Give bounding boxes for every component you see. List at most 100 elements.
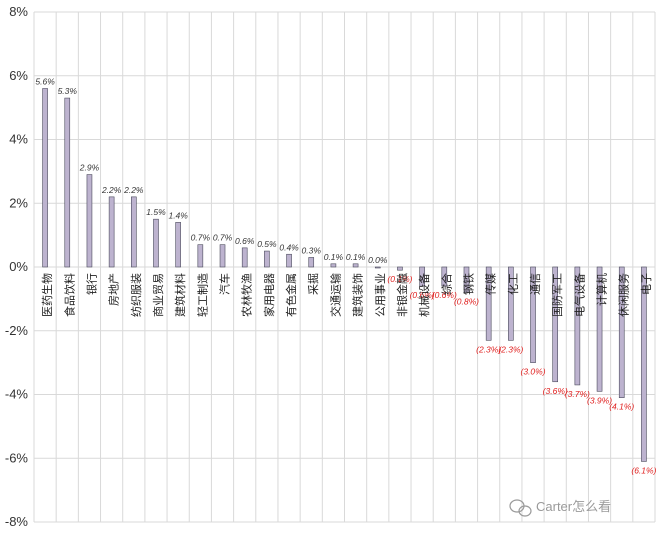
- category-label: 传媒: [485, 273, 498, 295]
- bar: [352, 263, 359, 268]
- category-label: 非银金融: [395, 273, 409, 317]
- data-label: (6.1%): [631, 465, 656, 475]
- category-label: 综合: [439, 273, 453, 295]
- data-label: (2.3%): [476, 344, 501, 354]
- category-label: 电子: [640, 273, 653, 295]
- category-label: 医药生物: [40, 273, 54, 317]
- bar: [530, 266, 536, 363]
- data-label: 0.4%: [279, 242, 299, 252]
- watermark-text: Carter怎么看: [536, 499, 611, 514]
- category-label: 纺织服装: [129, 273, 143, 317]
- wechat-icon: [509, 499, 532, 517]
- data-label: 2.2%: [123, 185, 144, 195]
- category-label: 建筑材料: [173, 273, 187, 317]
- category-label: 农林牧渔: [240, 273, 254, 317]
- data-label: 0.5%: [257, 239, 277, 249]
- data-label: 0.7%: [191, 233, 211, 243]
- category-label: 家用电器: [262, 273, 276, 317]
- data-label: (3.7%): [565, 389, 590, 399]
- bar: [441, 266, 448, 287]
- data-label: (3.9%): [587, 395, 612, 405]
- y-tick-label: 8%: [9, 4, 28, 19]
- y-tick-label: -8%: [5, 514, 29, 529]
- data-label: (2.3%): [498, 344, 523, 354]
- bar: [219, 244, 226, 268]
- bar: [641, 266, 647, 462]
- category-label: 有色金属: [284, 273, 298, 317]
- category-label: 电气设备: [572, 273, 586, 317]
- bar: [241, 247, 248, 268]
- category-label: 汽车: [218, 273, 232, 295]
- y-tick-label: 2%: [9, 195, 28, 210]
- bar: [153, 218, 159, 268]
- data-label: (0.8%): [454, 297, 479, 307]
- bar: [419, 266, 425, 287]
- category-label: 休闲服务: [617, 273, 631, 317]
- bar: [596, 266, 603, 392]
- data-label: (0.6%): [432, 290, 457, 300]
- category-label: 建筑装饰: [351, 273, 365, 317]
- bar: [286, 253, 292, 268]
- gridlines: [33, 11, 656, 523]
- y-tick-label: 0%: [9, 259, 28, 274]
- data-label: 5.3%: [58, 86, 78, 96]
- bars: [42, 88, 647, 462]
- bar: [508, 266, 514, 341]
- data-label: (3.0%): [520, 367, 545, 377]
- bar: [86, 174, 93, 268]
- y-tick-label: -2%: [5, 323, 29, 338]
- bar: [574, 266, 581, 386]
- category-label: 轻工制造: [195, 273, 209, 317]
- category-label: 食品饮料: [62, 273, 76, 317]
- watermark: Carter怎么看: [509, 499, 611, 517]
- data-label: 2.9%: [79, 163, 100, 173]
- bar: [618, 266, 625, 398]
- bar: [175, 222, 181, 268]
- category-label: 交通运输: [328, 273, 342, 317]
- bar: [131, 196, 137, 268]
- data-label: 2.2%: [101, 185, 122, 195]
- data-label: (4.1%): [609, 402, 634, 412]
- category-label: 通信: [529, 273, 542, 295]
- category-label: 公用事业: [374, 273, 387, 317]
- category-labels: 医药生物 食品饮料 银行 房地产 纺织服装 商业贸易 建筑材料 轻工制造 汽车 农林牧渔 家用电器有…: [40, 273, 653, 317]
- category-label: 国防军工: [550, 273, 564, 317]
- bar: [374, 266, 381, 269]
- data-label: 1.4%: [168, 210, 188, 220]
- category-label: 商业贸易: [151, 273, 165, 317]
- y-axis-ticks: -8% -6% -4% -2% 0% 2% 4% 6% 8%: [5, 4, 29, 529]
- y-tick-label: 4%: [9, 132, 28, 147]
- bar: [264, 250, 270, 268]
- bar: [64, 97, 71, 268]
- data-labels: 5.6%5.3%2.9%2.2% 2.2%1.5% 1.4%0.7% 0.7% 0.6%…: [35, 77, 656, 476]
- y-tick-label: -4%: [5, 387, 29, 402]
- data-label: 0.6%: [235, 236, 255, 246]
- data-label: (3.6%): [543, 386, 568, 396]
- bar: [308, 257, 315, 268]
- bar: [485, 266, 492, 341]
- category-label: 银行: [84, 273, 98, 295]
- data-label: 5.6%: [35, 77, 55, 87]
- data-label: 0.7%: [213, 233, 233, 243]
- bar: [330, 263, 337, 268]
- category-label: 房地产: [107, 273, 121, 306]
- bar: [552, 266, 558, 383]
- bar: [463, 266, 470, 293]
- y-tick-label: -6%: [5, 450, 29, 465]
- bar: [197, 244, 204, 268]
- data-label: 0.3%: [302, 245, 322, 255]
- data-label: 0.1%: [346, 252, 366, 262]
- category-label: 采掘: [306, 273, 320, 295]
- category-label: 钢铁: [462, 273, 475, 295]
- bar: [42, 88, 48, 268]
- category-label: 化工: [506, 273, 520, 295]
- category-label: 计算机: [595, 273, 609, 306]
- category-label: 机械设备: [417, 273, 431, 317]
- bar: [108, 196, 115, 268]
- bar: [397, 266, 403, 271]
- data-label: 0.1%: [324, 252, 344, 262]
- data-label: 0.0%: [368, 255, 388, 265]
- data-label: (0.1%): [387, 274, 412, 284]
- data-label: (0.6%): [410, 290, 435, 300]
